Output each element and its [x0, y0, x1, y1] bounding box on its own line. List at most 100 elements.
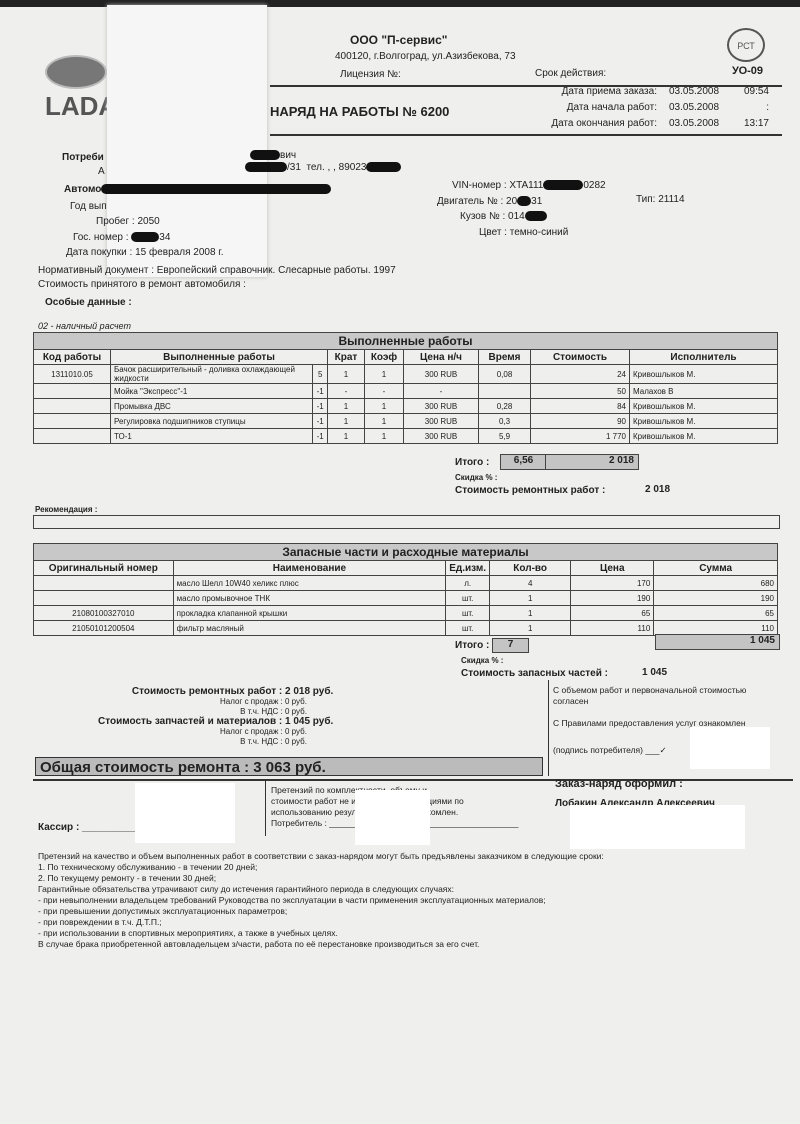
table-cell: 1: [327, 364, 365, 384]
table-cell: 21050101200504: [33, 620, 174, 636]
table-cell: 300 RUB: [403, 413, 479, 429]
receipt-overlay: [107, 5, 267, 277]
terms-line: Гарантийные обязательства утрачивают сил…: [38, 884, 455, 894]
table-cell: 1: [489, 605, 572, 621]
table-cell: масло промывочное ТНК: [172, 590, 447, 606]
column-header: Кол-во: [489, 560, 572, 576]
table-cell: -: [364, 383, 404, 399]
table-cell: 1: [364, 398, 404, 414]
table-cell: 65: [570, 605, 655, 621]
table-cell: масло Шелл 10W40 хеликс плюс: [172, 575, 447, 591]
divider: [270, 134, 782, 136]
table-cell: 170: [570, 575, 655, 591]
column-header: Наименование: [172, 560, 447, 576]
order-title: НАРЯД НА РАБОТЫ № 6200: [270, 104, 450, 119]
time-value: 09:54: [743, 86, 769, 97]
table-cell: прокладка клапанной крышки: [172, 605, 447, 621]
works-total-label: Итого :: [455, 457, 490, 468]
table-cell: Малахов В: [629, 383, 778, 399]
car-label: Автомо: [64, 184, 332, 195]
engine: Двигатель № : 20 31: [437, 196, 543, 207]
terms-line: 2. По текущему ремонту - в течении 30 дн…: [38, 873, 217, 883]
column-header: Выполненные работы: [110, 349, 328, 365]
mileage: Пробег : 2050: [96, 216, 160, 227]
table-cell: Кривошлыков М.: [629, 428, 778, 444]
table-cell: 300 RUB: [403, 364, 479, 384]
terms-line: - при использовании в спортивных меропри…: [38, 928, 338, 938]
license-label: Лицензия №:: [340, 69, 401, 80]
redaction-patch: [570, 805, 745, 849]
part-row: 21080100327010 прокладка клапанной крышки…: [33, 605, 778, 621]
column-header: Исполнитель: [629, 349, 778, 365]
works-header-row: Код работы Выполненные работы Крат Коэф Цена…: [33, 349, 778, 365]
table-cell: 5,9: [478, 428, 531, 444]
part-row: масло промывочное ТНК шт. 1 190 190: [33, 590, 778, 606]
part-row: 21050101200504 фильтр масляный шт. 1 110 110: [33, 620, 778, 636]
table-cell: 1: [489, 620, 572, 636]
table-cell: 0,08: [478, 364, 531, 384]
parts-sum: 1 045: [642, 667, 668, 678]
table-cell: шт.: [445, 605, 491, 621]
work-row: 1311010.05 Бачок расширительный - доливка…: [33, 364, 778, 384]
divider: [265, 781, 266, 836]
table-cell: 24: [530, 364, 630, 384]
table-cell: -: [403, 383, 479, 399]
works-total-cost: 2 018: [545, 454, 639, 470]
issuer-name: Лобакин Александр Алексеевич: [555, 798, 715, 809]
table-cell: 110: [570, 620, 655, 636]
parts-table: Запасные части и расходные материалы Ориг…: [33, 543, 778, 636]
customer-label: Потреби: [62, 152, 104, 163]
special-data: Особые данные :: [45, 297, 132, 308]
table-cell: [33, 383, 111, 399]
column-header: Код работы: [33, 349, 111, 365]
table-cell: [33, 428, 111, 444]
column-header: Коэф: [364, 349, 404, 365]
table-cell: [33, 413, 111, 429]
plate: Гос. номер : 34: [73, 232, 171, 243]
redaction-patch: [135, 783, 235, 843]
works-total-time: 6,56: [500, 454, 547, 470]
table-cell: л.: [445, 575, 491, 591]
table-cell: 5: [312, 364, 328, 384]
car-color: Цвет : темно-синий: [479, 227, 569, 238]
order-date-row: Дата начала работ: 03.05.2008:: [500, 102, 780, 113]
table-cell: 1: [364, 413, 404, 429]
table-cell: 21080100327010: [33, 605, 174, 621]
company-name: ООО "П-сервис": [350, 33, 448, 47]
column-header: Сумма: [653, 560, 778, 576]
accepted-cost: Стоимость принятого в ремонт автомобиля …: [38, 279, 246, 290]
recommendation-label: Рекомендация :: [35, 505, 98, 514]
works-title-row: Выполненные работы: [33, 332, 778, 350]
parts-header-row: Оригинальный номер Наименование Ед.изм. Кол…: [33, 560, 778, 576]
table-cell: Регулировка подшипников ступицы: [109, 413, 314, 429]
parts-discount: Скидка % :: [461, 656, 504, 665]
customer-name: вич: [250, 150, 296, 161]
works-sum-label: Стоимость ремонтных работ :: [455, 485, 606, 496]
works-title: Выполненные работы: [33, 332, 778, 350]
terms-line: - при невыполнении владельцем требований…: [38, 895, 546, 905]
year-label: Год вып: [70, 201, 107, 212]
lada-logo: LADA: [45, 55, 117, 122]
payment-type: 02 - наличный расчет: [38, 321, 131, 331]
column-header: Оригинальный номер: [33, 560, 174, 576]
purchase-date: Дата покупки : 15 февраля 2008 г.: [66, 247, 224, 258]
recommendation-box: [33, 515, 780, 529]
table-cell: 0,28: [478, 398, 531, 414]
table-cell: шт.: [445, 620, 491, 636]
table-cell: -: [327, 383, 365, 399]
table-cell: 84: [530, 398, 630, 414]
table-cell: [33, 398, 111, 414]
date-value: 03.05.2008: [669, 86, 720, 97]
validity-label: Срок действия:: [535, 68, 607, 79]
table-cell: 190: [653, 590, 778, 606]
work-row: Промывка ДВС -1 1 1 300 RUB 0,28 84 Кривошлыков…: [33, 398, 778, 414]
norm-document: Нормативный документ : Европейский справ…: [38, 265, 396, 276]
table-cell: фильтр масляный: [172, 620, 447, 636]
car-type: Тип: 21114: [636, 194, 685, 205]
terms-line: 1. По техническому обслуживанию - в тече…: [38, 862, 258, 872]
works-table: Выполненные работы Код работы Выполненные …: [33, 332, 778, 444]
table-cell: Мойка "Экспресс"-1: [109, 383, 314, 399]
agreement: С объемом работ и первоначальной стоимос…: [553, 685, 747, 755]
table-cell: 190: [570, 590, 655, 606]
